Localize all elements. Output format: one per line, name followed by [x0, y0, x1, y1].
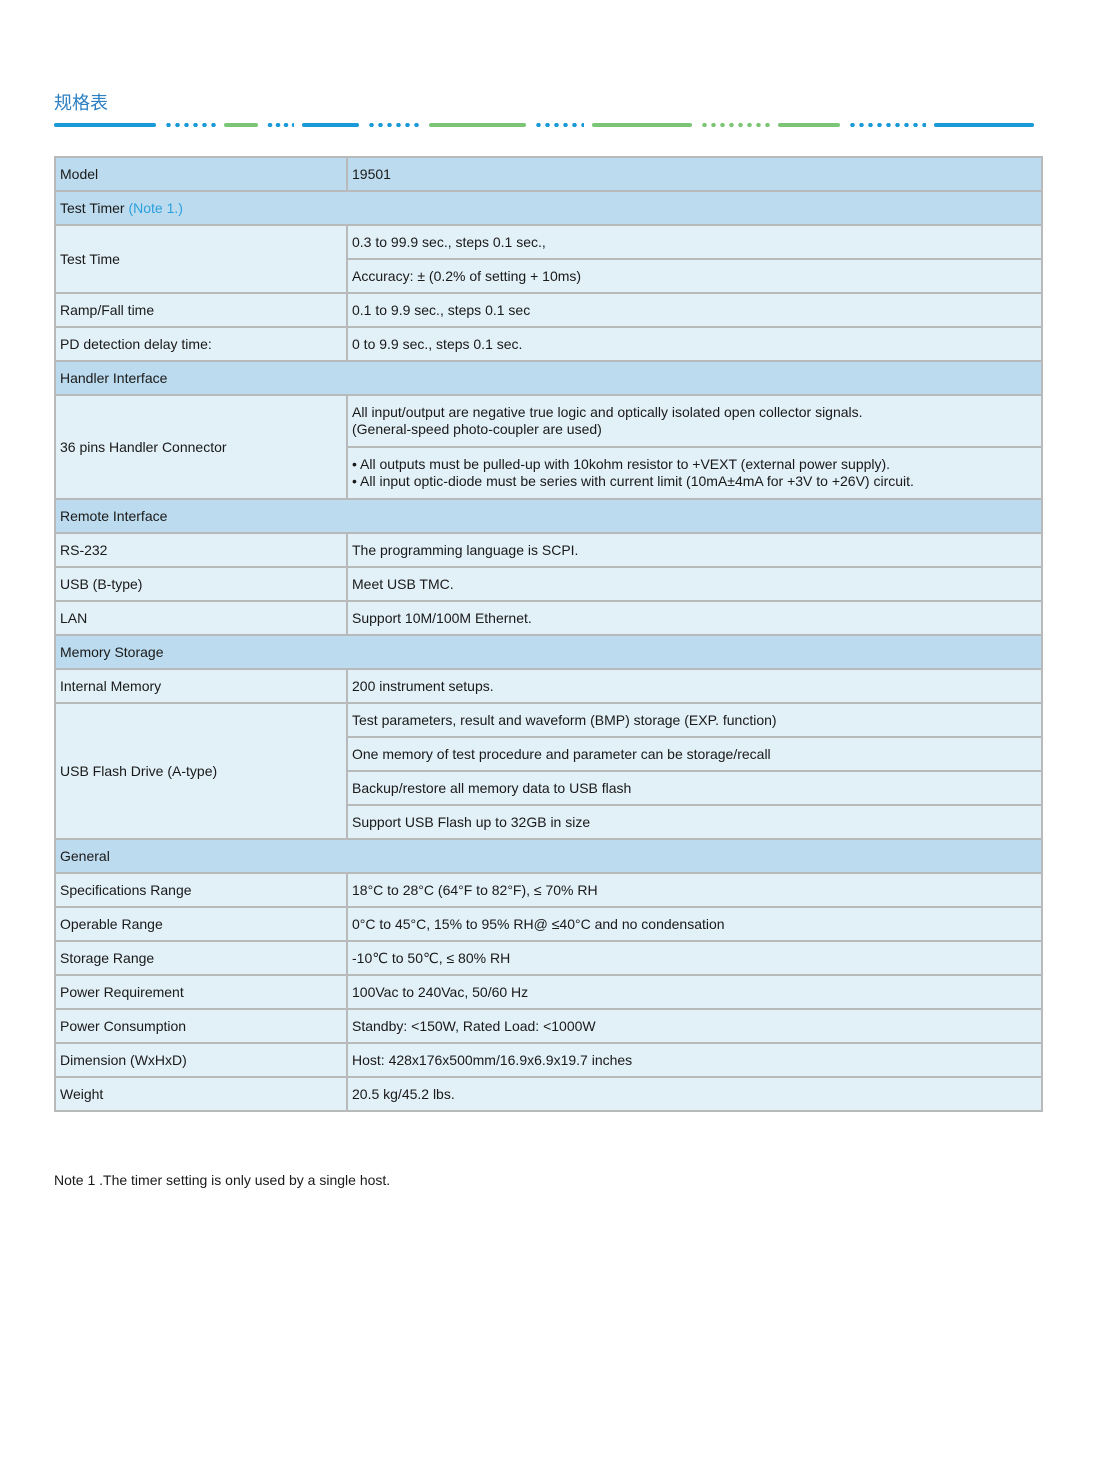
row-value: 0.3 to 99.9 sec., steps 0.1 sec., — [346, 224, 1043, 260]
table-row: USB (B-type) Meet USB TMC. — [54, 566, 1043, 602]
section-header: Remote Interface — [54, 498, 1043, 534]
value-line: All input/output are negative true logic… — [352, 404, 863, 420]
section-title: Handler Interface — [54, 360, 1043, 396]
row-label: Weight — [54, 1076, 348, 1112]
row-label: Power Consumption — [54, 1008, 348, 1044]
table-row: Weight 20.5 kg/45.2 lbs. — [54, 1076, 1043, 1112]
row-value: 0°C to 45°C, 15% to 95% RH@ ≤40°C and no… — [346, 906, 1043, 942]
row-label: Ramp/Fall time — [54, 292, 348, 328]
table-row: Support USB Flash up to 32GB in size — [55, 804, 1043, 840]
table-row: Operable Range 0°C to 45°C, 15% to 95% RH… — [54, 906, 1043, 942]
row-value: Meet USB TMC. — [346, 566, 1043, 602]
row-value: All input/output are negative true logic… — [346, 394, 1043, 448]
table-row: Dimension (WxHxD) Host: 428x176x500mm/16.… — [54, 1042, 1043, 1078]
row-value: Support USB Flash up to 32GB in size — [346, 804, 1043, 840]
value-line: (General-speed photo-coupler are used) — [352, 421, 602, 437]
row-label: USB (B-type) — [54, 566, 348, 602]
row-label: Dimension (WxHxD) — [54, 1042, 348, 1078]
row-label: Specifications Range — [54, 872, 348, 908]
note-link[interactable]: (Note 1.) — [128, 200, 183, 216]
table-row: Ramp/Fall time 0.1 to 9.9 sec., steps 0.… — [54, 292, 1043, 328]
section-title: Memory Storage — [54, 634, 1043, 670]
page-title: 规格表 — [54, 93, 108, 114]
table-row: 36 pins Handler Connector All input/outp… — [54, 394, 1043, 500]
section-header: Memory Storage — [54, 634, 1043, 670]
row-value: Accuracy: ± (0.2% of setting + 10ms) — [346, 258, 1043, 294]
table-row: • All outputs must be pulled-up with 10k… — [55, 446, 1043, 500]
row-value: 100Vac to 240Vac, 50/60 Hz — [346, 974, 1043, 1010]
table-row: USB Flash Drive (A-type) Test parameters,… — [54, 702, 1043, 840]
table-row: One memory of test procedure and paramet… — [55, 736, 1043, 772]
row-value: One memory of test procedure and paramet… — [346, 736, 1043, 772]
row-value: 0 to 9.9 sec., steps 0.1 sec. — [346, 326, 1043, 362]
row-value: 19501 — [346, 156, 1043, 192]
spec-table: Model 19501 Test Timer (Note 1.) Test Ti… — [54, 156, 1043, 1112]
row-label: USB Flash Drive (A-type) — [54, 702, 348, 840]
table-row: Accuracy: ± (0.2% of setting + 10ms) — [55, 258, 1043, 294]
row-value: Support 10M/100M Ethernet. — [346, 600, 1043, 636]
table-row: Model 19501 — [54, 156, 1043, 192]
decorative-divider — [54, 122, 1042, 128]
row-label: PD detection delay time: — [54, 326, 348, 362]
row-value: 200 instrument setups. — [346, 668, 1043, 704]
row-label: Operable Range — [54, 906, 348, 942]
table-row: PD detection delay time: 0 to 9.9 sec., … — [54, 326, 1043, 362]
row-value: 20.5 kg/45.2 lbs. — [346, 1076, 1043, 1112]
section-header: General — [54, 838, 1043, 874]
value-line: • All input optic-diode must be series w… — [352, 473, 914, 489]
row-value: 0.1 to 9.9 sec., steps 0.1 sec — [346, 292, 1043, 328]
value-line: • All outputs must be pulled-up with 10k… — [352, 456, 891, 472]
row-value: -10℃ to 50℃, ≤ 80% RH — [346, 940, 1043, 976]
section-title: General — [54, 838, 1043, 874]
table-row: Storage Range -10℃ to 50℃, ≤ 80% RH — [54, 940, 1043, 976]
row-value: Standby: <150W, Rated Load: <1000W — [346, 1008, 1043, 1044]
row-label: RS-232 — [54, 532, 348, 568]
footnote: Note 1 .The timer setting is only used b… — [54, 1172, 391, 1188]
row-label: Test Time — [54, 224, 348, 294]
table-row: RS-232 The programming language is SCPI. — [54, 532, 1043, 568]
table-row: Test Time 0.3 to 99.9 sec., steps 0.1 se… — [54, 224, 1043, 294]
table-row: Power Consumption Standby: <150W, Rated L… — [54, 1008, 1043, 1044]
row-value: Host: 428x176x500mm/16.9x6.9x19.7 inches — [346, 1042, 1043, 1078]
row-value: • All outputs must be pulled-up with 10k… — [346, 446, 1043, 500]
table-row: Power Requirement 100Vac to 240Vac, 50/60… — [54, 974, 1043, 1010]
row-label: Internal Memory — [54, 668, 348, 704]
section-title: Remote Interface — [54, 498, 1043, 534]
table-row: Specifications Range 18°C to 28°C (64°F t… — [54, 872, 1043, 908]
row-value: Test parameters, result and waveform (BM… — [346, 702, 1043, 738]
table-row: Backup/restore all memory data to USB fl… — [55, 770, 1043, 806]
section-header: Handler Interface — [54, 360, 1043, 396]
table-row: LAN Support 10M/100M Ethernet. — [54, 600, 1043, 636]
row-label: Model — [54, 156, 348, 192]
row-value: Backup/restore all memory data to USB fl… — [346, 770, 1043, 806]
section-title: Test Timer — [60, 200, 125, 216]
row-value: The programming language is SCPI. — [346, 532, 1043, 568]
row-label: LAN — [54, 600, 348, 636]
row-label: Storage Range — [54, 940, 348, 976]
row-label: 36 pins Handler Connector — [54, 394, 348, 500]
table-row: Internal Memory 200 instrument setups. — [54, 668, 1043, 704]
row-label: Power Requirement — [54, 974, 348, 1010]
row-value: 18°C to 28°C (64°F to 82°F), ≤ 70% RH — [346, 872, 1043, 908]
section-header: Test Timer (Note 1.) — [54, 190, 1043, 226]
